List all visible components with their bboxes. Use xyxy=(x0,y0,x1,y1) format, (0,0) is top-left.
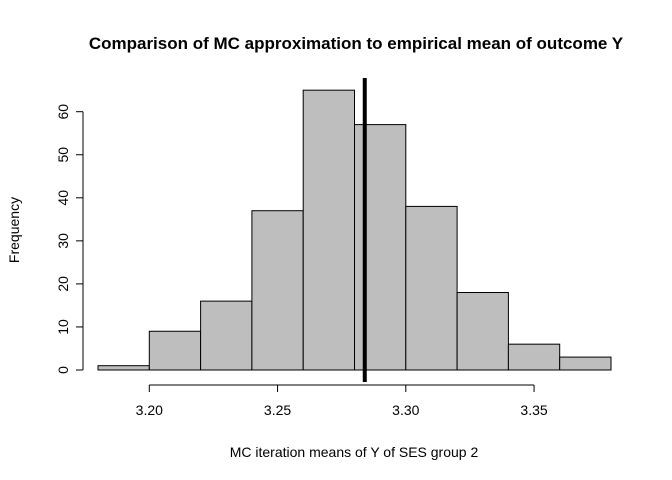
x-tick-label-3: 3.35 xyxy=(520,402,547,418)
x-tick-label-0: 3.20 xyxy=(136,402,163,418)
bars-group xyxy=(97,89,612,371)
histogram-bar-5 xyxy=(354,124,407,371)
x-axis-label: MC iteration means of Y of SES group 2 xyxy=(230,444,479,460)
histogram-bar-7 xyxy=(456,292,509,371)
y-tick-label-4: 40 xyxy=(55,190,71,206)
x-tick-label-2: 3.30 xyxy=(392,402,419,418)
y-axis: 0 10 20 30 40 50 60 xyxy=(55,104,84,374)
x-axis: 3.20 3.25 3.30 3.35 xyxy=(136,384,548,418)
y-tick-label-0: 0 xyxy=(55,366,71,374)
y-tick-label-1: 10 xyxy=(55,319,71,335)
y-tick-label-3: 30 xyxy=(55,233,71,249)
histogram-bar-1 xyxy=(148,330,202,371)
histogram-bar-6 xyxy=(405,205,458,371)
y-tick-label-5: 50 xyxy=(55,147,71,163)
y-tick-label-2: 20 xyxy=(55,276,71,292)
histogram-bar-3 xyxy=(251,210,304,371)
histogram-bar-2 xyxy=(200,300,253,371)
histogram-bar-4 xyxy=(302,89,356,371)
chart-title: Comparison of MC approximation to empiri… xyxy=(89,34,624,53)
y-axis-label: Frequency xyxy=(6,197,22,263)
histogram-bar-9 xyxy=(559,356,612,371)
y-tick-label-6: 60 xyxy=(55,104,71,120)
histogram-bar-8 xyxy=(507,343,561,371)
x-tick-label-1: 3.25 xyxy=(264,402,291,418)
histogram-bar-0 xyxy=(97,365,150,371)
